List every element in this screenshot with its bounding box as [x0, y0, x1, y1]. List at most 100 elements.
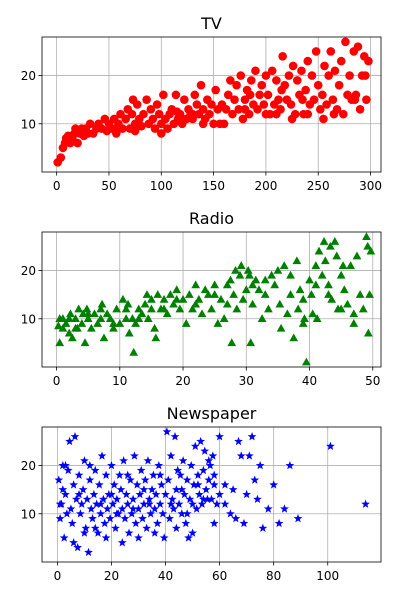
plot-frame — [41, 231, 382, 368]
data-point — [276, 323, 286, 332]
data-point — [308, 309, 318, 318]
data-point — [142, 95, 151, 104]
x-tick-label: 200 — [254, 179, 277, 193]
data-point — [254, 285, 264, 294]
data-point — [236, 71, 246, 80]
data-point — [182, 475, 192, 484]
data-point — [322, 100, 331, 109]
x-tick-label: 80 — [266, 569, 281, 583]
data-point — [246, 338, 256, 347]
data-point — [159, 304, 169, 313]
data-point — [185, 494, 195, 504]
data-point — [99, 333, 109, 342]
data-point — [126, 475, 135, 484]
data-point — [140, 299, 150, 308]
data-point — [307, 290, 316, 298]
data-point — [121, 114, 131, 124]
data-point — [332, 251, 342, 260]
data-point — [231, 514, 241, 523]
data-point — [232, 304, 242, 313]
data-point — [71, 323, 80, 332]
data-point — [209, 470, 219, 479]
data-point — [93, 319, 103, 327]
data-point — [169, 504, 179, 513]
data-point — [66, 309, 75, 318]
data-point — [147, 304, 156, 313]
data-point — [362, 95, 371, 104]
data-point — [177, 485, 187, 494]
data-point — [245, 90, 255, 100]
data-point — [345, 71, 354, 80]
data-point — [255, 90, 264, 100]
data-point — [132, 100, 142, 109]
data-point — [63, 465, 73, 475]
data-point — [239, 518, 249, 528]
data-point — [201, 485, 211, 494]
data-point — [215, 432, 224, 441]
x-tick-label: 0 — [54, 569, 62, 583]
data-point — [207, 494, 216, 504]
data-point — [209, 518, 219, 528]
data-point — [76, 509, 85, 518]
data-point — [124, 528, 134, 537]
x-tick-label: 0 — [53, 179, 61, 193]
y-tick-label: 10 — [21, 312, 36, 326]
data-point — [346, 261, 356, 269]
data-point — [257, 80, 267, 90]
data-point — [131, 518, 141, 528]
data-point — [311, 47, 321, 56]
data-point — [100, 518, 110, 528]
data-point — [61, 489, 70, 499]
data-point — [204, 475, 214, 484]
data-point — [163, 475, 173, 484]
data-point — [120, 514, 130, 523]
data-point — [97, 299, 107, 308]
data-point — [80, 456, 89, 465]
data-point — [88, 514, 97, 523]
data-point — [55, 314, 65, 323]
data-point — [181, 319, 191, 327]
data-point — [364, 56, 373, 66]
data-point — [303, 109, 313, 119]
data-point — [212, 499, 222, 508]
data-point — [210, 280, 220, 289]
data-point — [92, 499, 101, 508]
y-tick-label: 20 — [21, 69, 36, 83]
data-point — [261, 71, 271, 80]
data-point — [180, 489, 189, 499]
data-point — [112, 494, 122, 504]
chart-2: 0 20 40 60 80 100 10 20 Newspaper — [21, 404, 382, 583]
data-point — [192, 100, 202, 109]
data-point — [273, 265, 283, 274]
x-tick-label: 10 — [112, 374, 127, 388]
x-tick-label: 20 — [104, 569, 119, 583]
data-point — [86, 504, 96, 513]
data-point — [115, 124, 124, 133]
data-point — [105, 514, 115, 523]
data-point — [232, 80, 241, 90]
data-point — [188, 109, 197, 119]
data-point — [139, 485, 149, 494]
data-point — [134, 314, 144, 323]
data-point — [200, 285, 210, 294]
data-point — [327, 294, 337, 303]
data-point — [314, 246, 324, 255]
data-point — [227, 338, 237, 347]
data-point — [142, 523, 151, 532]
data-point — [69, 538, 78, 547]
data-point — [139, 109, 148, 119]
data-point — [210, 290, 220, 298]
data-point — [191, 299, 201, 308]
data-point — [287, 114, 297, 124]
data-point — [93, 528, 103, 537]
chart-title: Radio — [189, 209, 234, 228]
y-tick-label: 10 — [21, 507, 36, 521]
data-point — [216, 294, 226, 303]
data-point — [260, 290, 270, 298]
data-point — [207, 100, 216, 109]
data-point — [181, 518, 191, 528]
data-point — [96, 314, 106, 323]
data-point — [277, 85, 286, 95]
data-point — [153, 518, 162, 528]
